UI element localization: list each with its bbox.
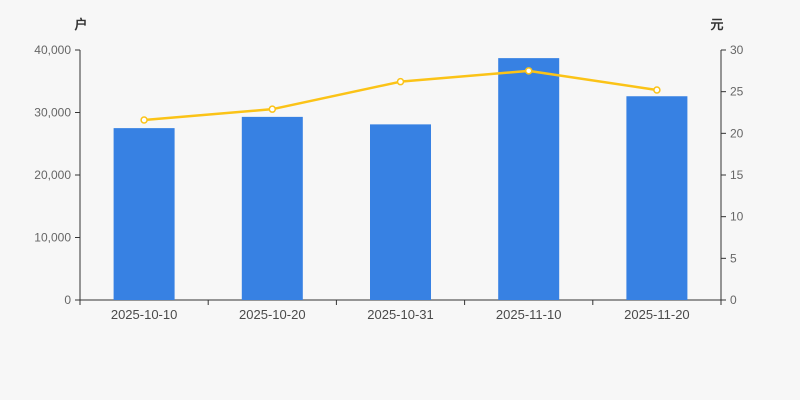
line-point-2025-10-10[interactable]: [140, 116, 148, 124]
right-axis-label: 20: [730, 126, 744, 140]
x-axis-category-label: 2025-11-20: [624, 307, 690, 322]
bar-2025-10-10[interactable]: [113, 128, 175, 300]
right-axis-label: 30: [730, 43, 744, 57]
left-axis-unit-label: 户: [74, 17, 88, 32]
x-axis-category-label: 2025-11-10: [496, 307, 562, 322]
left-axis-label: 10,000: [34, 231, 71, 245]
right-axis-label: 0: [730, 293, 737, 307]
right-axis-label: 25: [730, 85, 744, 99]
x-axis-category-label: 2025-10-10: [111, 307, 178, 322]
x-axis-category-label: 2025-10-20: [239, 307, 306, 322]
left-axis-label: 40,000: [34, 43, 71, 57]
line-point-2025-11-10[interactable]: [524, 67, 533, 75]
bar-2025-10-31[interactable]: [370, 124, 431, 300]
left-axis-label: 0: [64, 293, 71, 307]
right-axis-label: 5: [730, 251, 737, 265]
bar-2025-11-10[interactable]: [498, 58, 560, 300]
right-axis-unit-label: 元: [710, 17, 724, 32]
line-point-2025-10-20[interactable]: [268, 105, 277, 113]
bar-2025-10-20[interactable]: [241, 116, 303, 300]
line-point-2025-11-20[interactable]: [653, 86, 661, 94]
left-axis-label: 20,000: [34, 168, 71, 182]
right-axis-label: 10: [730, 210, 744, 224]
line-point-2025-10-31[interactable]: [396, 77, 405, 86]
bar-2025-11-20[interactable]: [626, 96, 688, 300]
x-axis-category-label: 2025-10-31: [367, 307, 434, 322]
left-axis-label: 30,000: [34, 106, 71, 120]
right-axis-label: 15: [730, 168, 744, 182]
